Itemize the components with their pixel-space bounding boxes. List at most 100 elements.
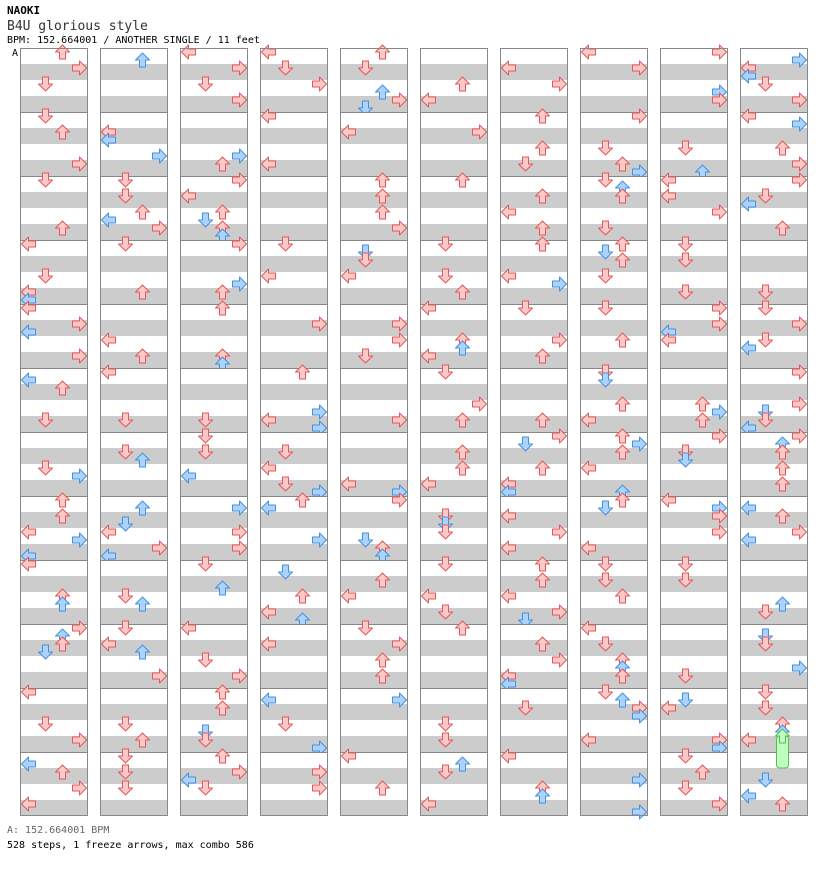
chart-column xyxy=(20,48,88,816)
down-arrow-icon xyxy=(758,772,773,788)
up-arrow-icon xyxy=(215,204,230,220)
left-arrow-icon xyxy=(581,460,596,476)
up-arrow-icon xyxy=(215,748,230,764)
beat-stripe xyxy=(740,192,808,208)
right-arrow-icon xyxy=(712,204,727,220)
beat-stripe xyxy=(500,544,568,560)
down-arrow-icon xyxy=(518,300,533,316)
beat-stripe xyxy=(260,640,328,656)
down-arrow-icon xyxy=(598,172,613,188)
beat-stripe xyxy=(260,64,328,80)
down-arrow-icon xyxy=(38,460,53,476)
up-arrow-icon xyxy=(375,780,390,796)
beat-stripe xyxy=(260,448,328,464)
beat-stripe xyxy=(660,96,728,112)
left-arrow-icon xyxy=(21,556,36,572)
right-arrow-icon xyxy=(72,156,87,172)
chart-column xyxy=(660,48,728,816)
beat-stripe xyxy=(340,192,408,208)
left-arrow-icon xyxy=(501,60,516,76)
right-arrow-icon xyxy=(392,316,407,332)
beat-stripe xyxy=(740,96,808,112)
right-arrow-icon xyxy=(792,364,807,380)
up-arrow-icon xyxy=(215,156,230,172)
beat-stripe xyxy=(20,640,88,656)
down-arrow-icon xyxy=(38,108,53,124)
right-arrow-icon xyxy=(152,540,167,556)
beat-stripe xyxy=(580,160,648,176)
right-arrow-icon xyxy=(152,220,167,236)
beat-stripe xyxy=(420,192,488,208)
up-arrow-icon xyxy=(295,364,310,380)
down-arrow-icon xyxy=(438,764,453,780)
right-arrow-icon xyxy=(312,780,327,796)
beat-stripe xyxy=(340,640,408,656)
up-arrow-icon xyxy=(775,460,790,476)
beat-stripe xyxy=(260,672,328,688)
up-arrow-icon xyxy=(375,84,390,100)
beat-stripe xyxy=(340,64,408,80)
left-arrow-icon xyxy=(741,532,756,548)
down-arrow-icon xyxy=(598,372,613,388)
down-arrow-icon xyxy=(678,668,693,684)
beat-stripe xyxy=(740,672,808,688)
up-arrow-icon xyxy=(135,732,150,748)
right-arrow-icon xyxy=(392,692,407,708)
down-arrow-icon xyxy=(198,652,213,668)
up-arrow-icon xyxy=(535,140,550,156)
beat-stripe xyxy=(660,576,728,592)
beat-stripe xyxy=(740,416,808,432)
left-arrow-icon xyxy=(101,524,116,540)
beat-stripe xyxy=(660,288,728,304)
down-arrow-icon xyxy=(438,524,453,540)
up-arrow-icon xyxy=(775,476,790,492)
beat-stripe xyxy=(660,768,728,784)
beat-stripe xyxy=(420,672,488,688)
down-arrow-icon xyxy=(598,140,613,156)
beat-stripe xyxy=(580,704,648,720)
up-arrow-icon xyxy=(455,444,470,460)
beat-stripe xyxy=(180,544,248,560)
left-arrow-icon xyxy=(261,500,276,516)
beat-stripe xyxy=(260,384,328,400)
beat-stripe xyxy=(500,480,568,496)
artist-name: NAOKI xyxy=(7,4,41,17)
down-arrow-icon xyxy=(438,604,453,620)
down-arrow-icon xyxy=(358,252,373,268)
beat-stripe xyxy=(740,352,808,368)
beat-stripe xyxy=(500,128,568,144)
beat-stripe xyxy=(660,704,728,720)
beat-stripe xyxy=(740,256,808,272)
beat-stripe xyxy=(420,544,488,560)
beat-stripe xyxy=(580,576,648,592)
down-arrow-icon xyxy=(358,60,373,76)
beat-stripe xyxy=(420,576,488,592)
beat-stripe xyxy=(260,256,328,272)
up-arrow-icon xyxy=(615,236,630,252)
up-arrow-icon xyxy=(695,764,710,780)
beat-stripe xyxy=(660,512,728,528)
beat-stripe xyxy=(420,448,488,464)
right-arrow-icon xyxy=(152,668,167,684)
down-arrow-icon xyxy=(678,692,693,708)
left-arrow-icon xyxy=(661,188,676,204)
down-arrow-icon xyxy=(438,732,453,748)
right-arrow-icon xyxy=(792,316,807,332)
beat-stripe xyxy=(660,160,728,176)
right-arrow-icon xyxy=(792,52,807,68)
beat-stripe xyxy=(100,608,168,624)
down-arrow-icon xyxy=(598,300,613,316)
beat-stripe xyxy=(20,512,88,528)
up-arrow-icon xyxy=(535,412,550,428)
left-arrow-icon xyxy=(341,124,356,140)
beat-stripe xyxy=(420,320,488,336)
up-arrow-icon xyxy=(375,572,390,588)
up-arrow-icon xyxy=(615,396,630,412)
left-arrow-icon xyxy=(501,540,516,556)
up-arrow-icon xyxy=(775,508,790,524)
beat-stripe xyxy=(660,224,728,240)
chart-column xyxy=(580,48,648,816)
beat-stripe xyxy=(580,512,648,528)
left-arrow-icon xyxy=(581,620,596,636)
down-arrow-icon xyxy=(678,748,693,764)
